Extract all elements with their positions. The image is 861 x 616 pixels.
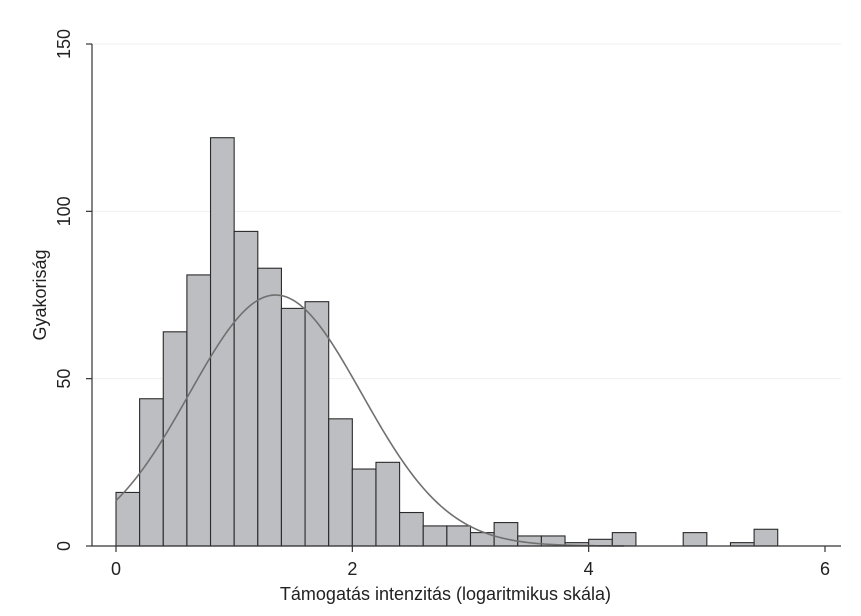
x-tick-label-4: 4: [584, 559, 594, 579]
histogram-bar-5: [233, 230, 259, 547]
x-tick-label-6: 6: [820, 559, 830, 579]
histogram-bar-2: [162, 331, 188, 547]
axes: [91, 44, 841, 547]
tick-labels: 0 50 100 150 0 2 4 6: [54, 29, 830, 579]
histogram-bar-7: [280, 307, 306, 547]
histogram-bar-24: [753, 528, 779, 547]
histogram-bar-21: [611, 532, 637, 547]
x-axis-title: Támogatás intenzitás (logaritmikus skála…: [280, 584, 611, 604]
histogram-bar-3: [186, 274, 212, 547]
histogram-bar-12: [399, 511, 424, 547]
histogram-bars: [115, 137, 779, 547]
histogram-bar-14: [446, 525, 472, 547]
y-tick-label-50: 50: [54, 369, 74, 389]
normal-density-curve: [115, 294, 625, 547]
histogram-bar-6: [257, 267, 282, 547]
histogram-bar-8: [304, 301, 330, 547]
x-tick-label-0: 0: [111, 559, 121, 579]
y-axis-title: Gyakoriság: [30, 249, 50, 340]
y-tick-label-100: 100: [54, 196, 74, 226]
histogram-bar-10: [351, 468, 377, 547]
histogram-bar-1: [139, 398, 164, 547]
histogram-bar-16: [493, 522, 519, 547]
histogram-bar-4: [209, 137, 235, 547]
histogram-bar-22: [682, 532, 708, 547]
histogram-bar-0: [115, 491, 141, 547]
y-tick-label-0: 0: [54, 541, 74, 551]
x-tick-label-2: 2: [347, 559, 357, 579]
y-tick-label-150: 150: [54, 29, 74, 59]
histogram-bar-13: [422, 525, 448, 547]
histogram-bar-9: [328, 418, 353, 547]
histogram-bar-11: [375, 461, 401, 547]
